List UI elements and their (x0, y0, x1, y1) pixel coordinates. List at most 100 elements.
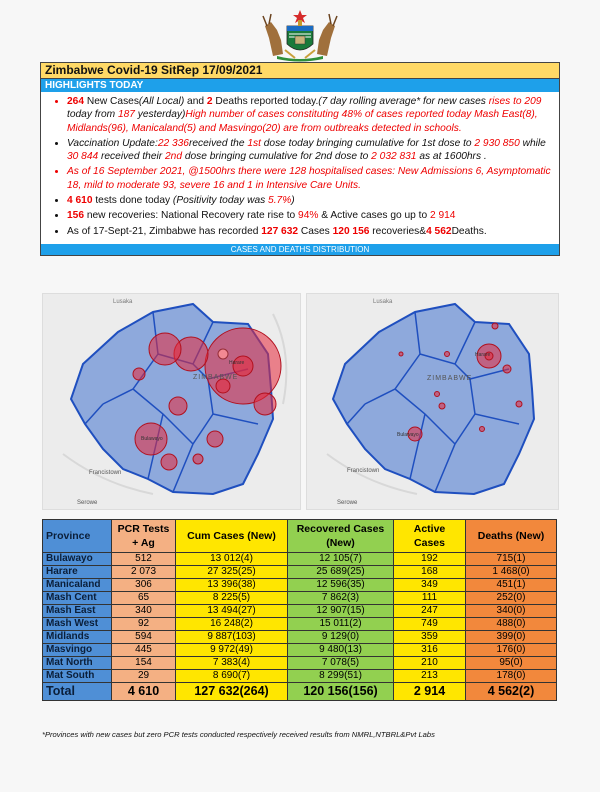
cell-dth: 488(0) (465, 617, 557, 631)
cell-cum: 9 972(49) (175, 643, 288, 657)
cell-province: Midlands (42, 630, 112, 644)
table-row: Mash West 92 16 248(2) 15 011(2) 749 488(0) (42, 617, 557, 631)
header-province: Province (42, 519, 112, 553)
cell-pcr: 154 (111, 656, 176, 670)
cases-map-canvas: Lusaka ZIMBABWE Harare Bulawayo Francist… (62, 299, 288, 506)
cell-act: 213 (393, 669, 466, 683)
cell-cum: 16 248(2) (175, 617, 288, 631)
map-label-zimbabwe: ZIMBABWE (427, 375, 472, 382)
cell-rec: 15 011(2) (287, 617, 394, 631)
cell-cum: 13 012(4) (175, 552, 288, 566)
map-label-harare: Harare (475, 352, 491, 358)
cell-pcr: 340 (111, 604, 176, 618)
table-row: Midlands 594 9 887(103) 9 129(0) 359 399(0) (42, 630, 557, 644)
cell-dth: 399(0) (465, 630, 557, 644)
table-row: Mat North 154 7 383(4) 7 078(5) 210 95(0) (42, 656, 557, 670)
cell-act: 192 (393, 552, 466, 566)
cell-pcr: 29 (111, 669, 176, 683)
table-row: Mash East 340 13 494(27) 12 907(15) 247 340(0… (42, 604, 557, 618)
highlights-list: 264 New Cases(All Local) and 2 Deaths re… (41, 92, 559, 244)
map-label-francistown: Francistown (89, 470, 121, 476)
cell-rec: 7 078(5) (287, 656, 394, 670)
cell-act: 749 (393, 617, 466, 631)
table-row: Bulawayo 512 13 012(4) 12 105(7) 192 715(1) (42, 552, 557, 566)
cell-act: 168 (393, 565, 466, 579)
cases-map: Lusaka ZIMBABWE Harare Bulawayo Francist… (42, 293, 301, 510)
cell-province: Mash West (42, 617, 112, 631)
highlight-vaccination: Vaccination Update:22 336received the 1s… (67, 137, 551, 164)
cell-act: 111 (393, 591, 466, 605)
cell-dth: 252(0) (465, 591, 557, 605)
cell-act: 210 (393, 656, 466, 670)
map-label-francistown: Francistown (347, 468, 379, 474)
cell-rec: 9 129(0) (287, 630, 394, 644)
cell-province: Total (42, 682, 112, 701)
cell-pcr: 2 073 (111, 565, 176, 579)
map-label-serowe: Serowe (337, 500, 358, 506)
cell-pcr: 92 (111, 617, 176, 631)
map-label-serowe: Serowe (77, 500, 98, 506)
table-row: Masvingo 445 9 972(49) 9 480(13) 316 176(0) (42, 643, 557, 657)
table-body: Bulawayo 512 13 012(4) 12 105(7) 192 715(1) Ha… (42, 552, 557, 701)
map-label-lusaka: Lusaka (373, 299, 393, 305)
cell-pcr: 512 (111, 552, 176, 566)
cell-pcr: 594 (111, 630, 176, 644)
cases-bubbles (132, 327, 282, 471)
cell-rec: 8 299(51) (287, 669, 394, 683)
highlight-recoveries: 156 new recoveries: National Recovery ra… (67, 209, 551, 222)
cell-dth: 340(0) (465, 604, 557, 618)
table-row: Manicaland 306 13 396(38) 12 596(35) 349 451(… (42, 578, 557, 592)
cell-pcr: 65 (111, 591, 176, 605)
highlight-new-cases: 264 New Cases(All Local) and 2 Deaths re… (67, 95, 551, 135)
header-deaths: Deaths (New) (465, 519, 557, 553)
cell-dth: 95(0) (465, 656, 557, 670)
cell-act: 2 914 (393, 682, 466, 701)
map-label-lusaka: Lusaka (113, 299, 133, 305)
cell-rec: 12 105(7) (287, 552, 394, 566)
sitrep-box: Zimbabwe Covid-19 SitRep 17/09/2021 HIGH… (40, 62, 560, 256)
cell-pcr: 306 (111, 578, 176, 592)
cell-cum: 13 396(38) (175, 578, 288, 592)
table-total-row: Total 4 610 127 632(264) 120 156(156) 2 914 4… (42, 682, 557, 701)
cell-rec: 12 907(15) (287, 604, 394, 618)
cell-cum: 8 690(7) (175, 669, 288, 683)
cell-province: Harare (42, 565, 112, 579)
province-table: Province PCR Tests + Ag Cum Cases (New) … (42, 519, 557, 701)
cell-province: Mash East (42, 604, 112, 618)
zimbabwe-coat-of-arms-icon (262, 10, 338, 62)
cell-act: 349 (393, 578, 466, 592)
header-active: Active Cases (393, 519, 466, 553)
cell-rec: 25 689(25) (287, 565, 394, 579)
cell-cum: 8 225(5) (175, 591, 288, 605)
cell-dth: 4 562(2) (465, 682, 557, 701)
cell-province: Masvingo (42, 643, 112, 657)
cell-act: 316 (393, 643, 466, 657)
cell-province: Bulawayo (42, 552, 112, 566)
map-label-bulawayo: Bulawayo (397, 432, 419, 438)
highlight-cumulative: As of 17-Sept-21, Zimbabwe has recorded … (67, 225, 551, 238)
cell-rec: 120 156(156) (287, 682, 394, 701)
cell-pcr: 445 (111, 643, 176, 657)
highlight-hospitalised: As of 16 September 2021, @1500hrs there … (67, 165, 551, 192)
table-row: Harare 2 073 27 325(25) 25 689(25) 168 1 468(… (42, 565, 557, 579)
cell-dth: 178(0) (465, 669, 557, 683)
cell-cum: 9 887(103) (175, 630, 288, 644)
cell-dth: 1 468(0) (465, 565, 557, 579)
map-label-bulawayo: Bulawayo (141, 436, 163, 442)
footnote: *Provinces with new cases but zero PCR t… (42, 730, 435, 739)
cell-rec: 7 862(3) (287, 591, 394, 605)
table-row: Mash Cent 65 8 225(5) 7 862(3) 111 252(0) (42, 591, 557, 605)
table-header-row: Province PCR Tests + Ag Cum Cases (New) … (42, 519, 557, 553)
deaths-map-canvas: Lusaka ZIMBABWE Harare Bulawayo Francist… (326, 299, 536, 506)
cell-dth: 451(1) (465, 578, 557, 592)
highlight-tests: 4 610 tests done today (Positivity today… (67, 194, 551, 207)
zimbabwe-outline (331, 302, 536, 496)
cell-province: Mat North (42, 656, 112, 670)
cell-cum: 27 325(25) (175, 565, 288, 579)
cell-dth: 176(0) (465, 643, 557, 657)
deaths-bubbles (398, 322, 523, 442)
cell-act: 247 (393, 604, 466, 618)
report-title: Zimbabwe Covid-19 SitRep 17/09/2021 (41, 63, 559, 79)
cell-cum: 127 632(264) (175, 682, 288, 701)
